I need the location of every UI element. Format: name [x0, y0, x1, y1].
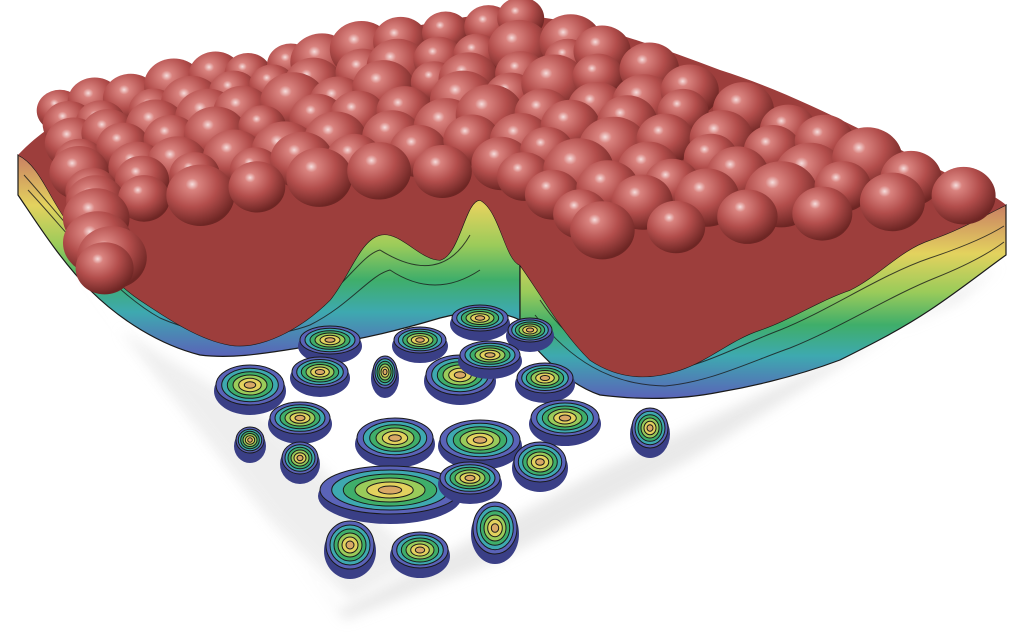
- sphere-blob: [931, 166, 996, 225]
- contour-island: [390, 531, 450, 578]
- contour-island: [512, 441, 568, 492]
- sphere-blob: [286, 147, 353, 207]
- contour-island: [214, 364, 286, 415]
- contour-island: [371, 355, 399, 398]
- contour-island: [450, 304, 510, 341]
- contour-islands: [214, 304, 670, 579]
- contour-island: [438, 461, 502, 504]
- contour-island: [392, 326, 448, 363]
- sphere-blob: [570, 201, 635, 260]
- contour-island: [515, 362, 575, 403]
- contour-island: [280, 441, 320, 484]
- contour-island: [458, 340, 522, 379]
- sphere-blob: [166, 164, 235, 226]
- contour-island: [355, 417, 435, 468]
- sphere-blob: [228, 161, 286, 213]
- contour-island: [529, 399, 601, 446]
- sphere-blob: [859, 172, 925, 232]
- sphere-blob: [347, 142, 411, 200]
- sphere-blob: [717, 189, 778, 244]
- contour-island: [318, 465, 462, 524]
- contour-island: [506, 317, 554, 352]
- contour-island: [438, 419, 522, 470]
- isosurface-blobs: [18, 0, 1006, 377]
- contour-island: [471, 501, 519, 564]
- sphere-blob: [647, 200, 706, 254]
- sphere-blob: [413, 145, 472, 198]
- sphere-blob: [75, 242, 134, 295]
- contour-island: [324, 520, 376, 579]
- contour-island: [268, 401, 332, 444]
- sphere-blob: [118, 175, 170, 222]
- contour-island: [298, 325, 362, 364]
- contour-island: [290, 356, 350, 397]
- contour-island: [234, 426, 266, 463]
- sphere-blob: [792, 186, 853, 241]
- contour-island: [630, 407, 670, 458]
